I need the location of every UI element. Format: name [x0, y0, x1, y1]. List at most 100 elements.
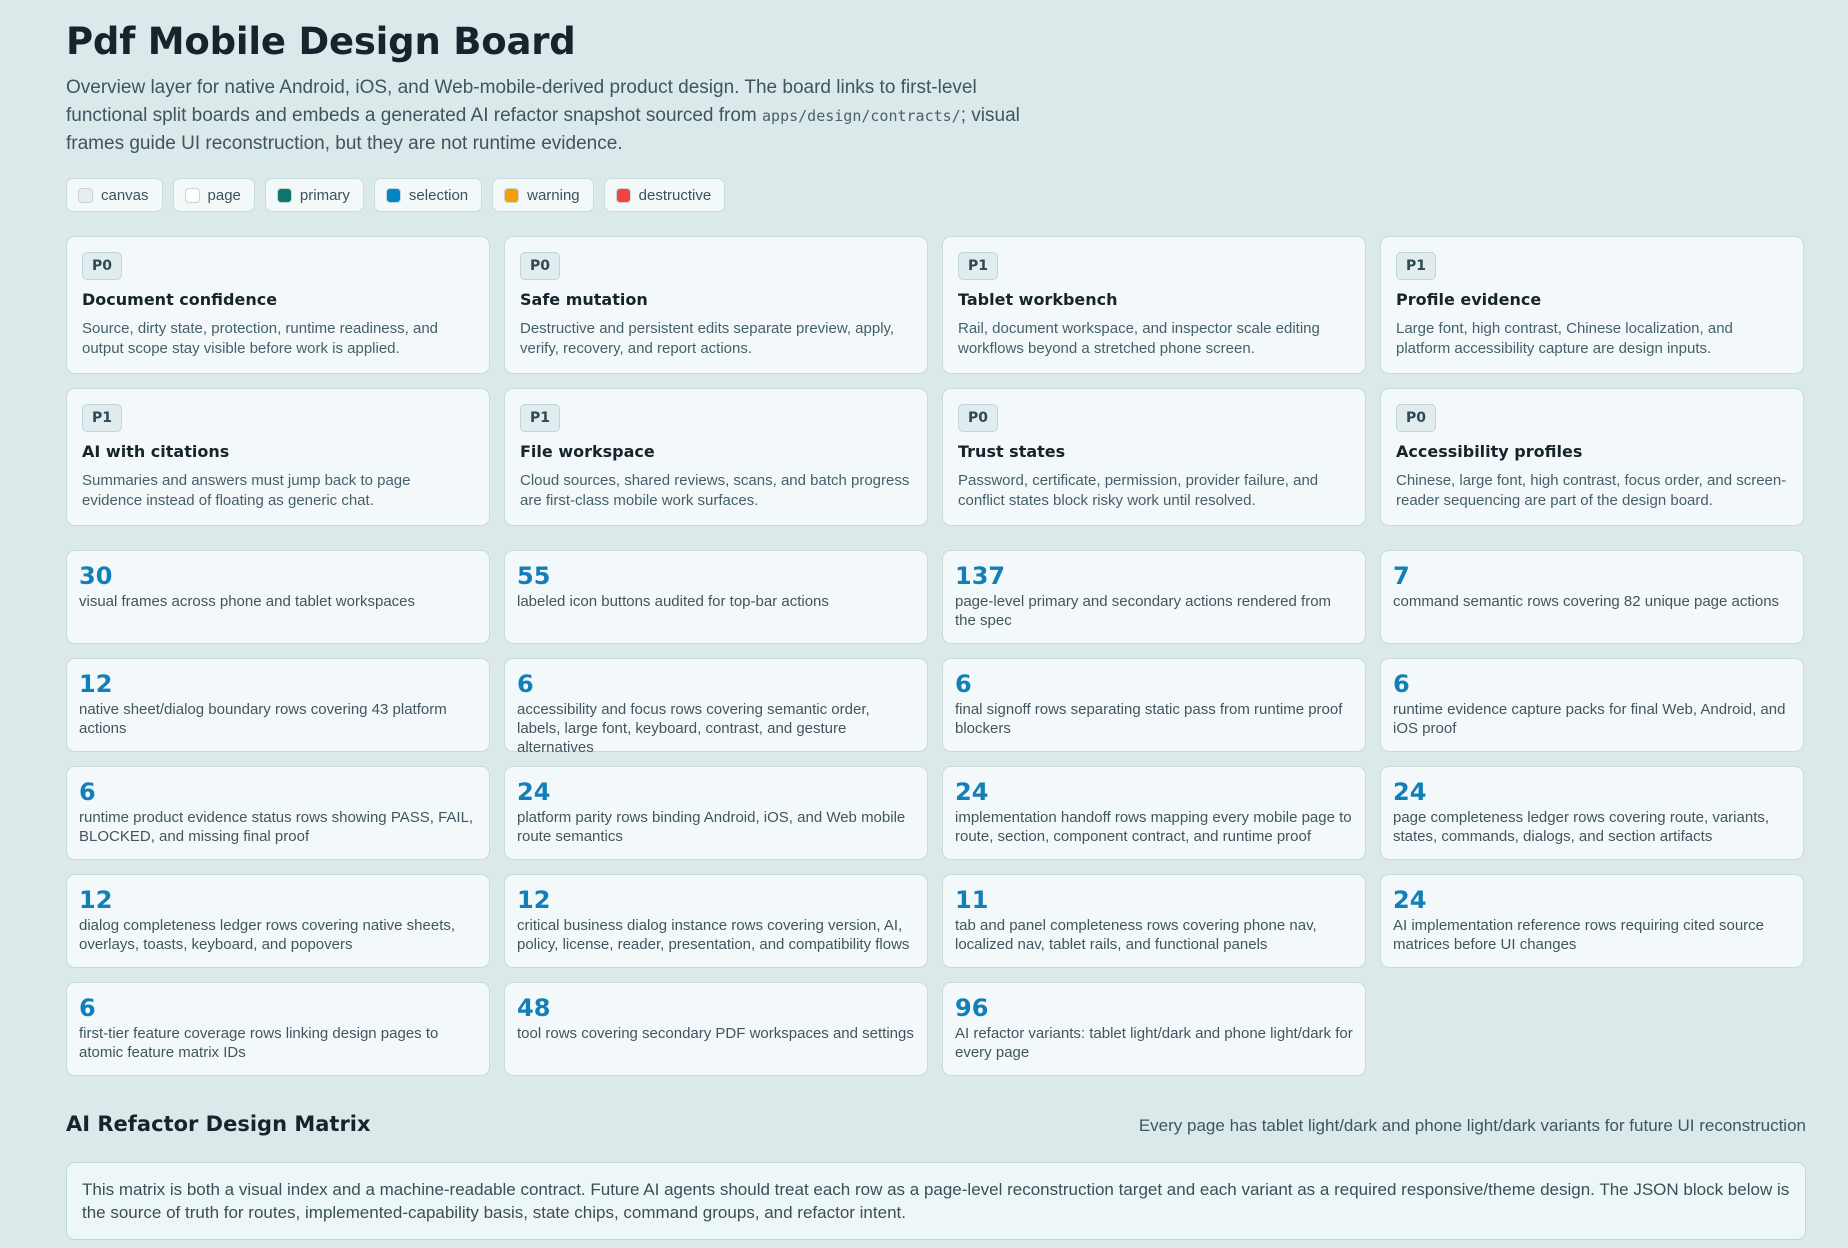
metric-description: platform parity rows binding Android, iO…	[517, 809, 906, 845]
legend-swatch	[78, 187, 93, 203]
priority-badge: P0	[1396, 404, 1437, 432]
feature-title: AI with citations	[82, 442, 230, 461]
metric-value: 30	[79, 562, 113, 590]
metric-value: 24	[1393, 886, 1427, 914]
matrix-subtitle: Every page has tablet light/dark and pho…	[1138, 1116, 1806, 1135]
metric-value: 6	[955, 670, 972, 698]
metric-value: 55	[517, 562, 551, 590]
contracts-path: apps/design/contracts/	[762, 107, 961, 125]
legend-label: destructive	[638, 186, 712, 204]
feature-title: Accessibility profiles	[1396, 442, 1583, 461]
metric-description: dialog completeness ledger rows covering…	[79, 917, 456, 953]
metric-card: 6 first-tier feature coverage rows linkin…	[66, 982, 490, 1076]
legend-chip-primary: primary	[264, 178, 364, 212]
intro-text-end: ; visual frames guide UI reconstruction,…	[66, 105, 1020, 154]
feature-card: P1 AI with citations Summaries and answers…	[66, 388, 490, 526]
metric-card: 7 command semantic rows covering 82 uniqu…	[1380, 550, 1804, 644]
feature-title: Tablet workbench	[958, 290, 1118, 309]
metric-card: 6 final signoff rows separating static pa…	[942, 658, 1366, 752]
priority-badge: P1	[958, 252, 999, 280]
legend-chip-canvas: canvas	[66, 178, 163, 212]
feature-title: Safe mutation	[520, 290, 648, 309]
metric-description: labeled icon buttons audited for top-bar…	[517, 593, 829, 610]
metric-description: page-level primary and secondary actions…	[955, 593, 1332, 629]
feature-title: Document confidence	[82, 290, 278, 309]
metric-card: 137 page-level primary and secondary acti…	[942, 550, 1366, 644]
matrix-title: AI Refactor Design Matrix	[66, 1112, 371, 1136]
priority-badge: P1	[82, 404, 123, 432]
metric-value: 7	[1393, 562, 1410, 590]
legend-swatch	[615, 187, 631, 203]
feature-description: Destructive and persistent edits separat…	[520, 320, 895, 357]
feature-description: Chinese, large font, high contrast, focu…	[1396, 472, 1787, 509]
legend-chip-selection: selection	[373, 178, 483, 212]
color-legend: canvas page primary selection warning destruc…	[66, 178, 1806, 212]
metric-card: 6 runtime evidence capture packs for fina…	[1380, 658, 1804, 752]
feature-title: File workspace	[520, 442, 655, 461]
metric-card: 12 native sheet/dialog boundary rows cove…	[66, 658, 490, 752]
metric-description: native sheet/dialog boundary rows coveri…	[79, 701, 447, 737]
metric-card: 11 tab and panel completeness rows coveri…	[942, 874, 1366, 968]
metric-description: accessibility and focus rows covering se…	[517, 701, 870, 756]
priority-badge: P1	[1396, 252, 1437, 280]
metric-description: tab and panel completeness rows covering…	[955, 917, 1317, 953]
feature-grid: P0 Document confidence Source, dirty state…	[66, 236, 1806, 540]
legend-label: primary	[299, 186, 350, 204]
page-title: Pdf Mobile Design Board	[66, 20, 576, 63]
metric-card: 48 tool rows covering secondary PDF works…	[504, 982, 928, 1076]
priority-badge: P0	[958, 404, 999, 432]
legend-label: canvas	[101, 186, 149, 204]
metric-card: 12 critical business dialog instance rows…	[504, 874, 928, 968]
feature-description: Cloud sources, shared reviews, scans, an…	[520, 472, 910, 509]
legend-swatch	[184, 187, 200, 203]
legend-label: page	[207, 186, 241, 204]
legend-swatch	[385, 187, 401, 203]
metric-value: 24	[517, 778, 551, 806]
metric-value: 6	[517, 670, 534, 698]
metric-description: AI implementation reference rows requiri…	[1393, 917, 1765, 953]
metric-description: visual frames across phone and tablet wo…	[79, 593, 416, 610]
metric-value: 12	[517, 886, 551, 914]
legend-label: warning	[527, 186, 580, 204]
metric-card: 24 page completeness ledger rows covering…	[1380, 766, 1804, 860]
metric-description: first-tier feature coverage rows linking…	[79, 1025, 439, 1061]
metric-card: 12 dialog completeness ledger rows coveri…	[66, 874, 490, 968]
metric-value: 12	[79, 670, 113, 698]
metric-description: runtime evidence capture packs for final…	[1393, 701, 1786, 737]
metric-value: 96	[955, 994, 989, 1022]
metric-card: 24 platform parity rows binding Android, …	[504, 766, 928, 860]
metric-value: 24	[955, 778, 989, 806]
metric-description: critical business dialog instance rows c…	[517, 917, 910, 953]
metric-card: 6 accessibility and focus rows covering s…	[504, 658, 928, 756]
metric-value: 137	[955, 562, 1006, 590]
feature-description: Summaries and answers must jump back to …	[82, 472, 411, 509]
metric-description: command semantic rows covering 82 unique…	[1393, 593, 1780, 610]
legend-chip-warning: warning	[492, 178, 594, 212]
priority-badge: P0	[520, 252, 561, 280]
feature-title: Profile evidence	[1396, 290, 1542, 309]
feature-card: P0 Document confidence Source, dirty state…	[66, 236, 490, 374]
metrics-grid: 30 visual frames across phone and tablet …	[66, 550, 1806, 1076]
feature-card: P1 Profile evidence Large font, high contr…	[1380, 236, 1804, 374]
matrix-description: This matrix is both a visual index and a…	[66, 1162, 1806, 1240]
intro-text-start: Overview layer for native Android, iOS, …	[66, 77, 977, 126]
metric-value: 6	[1393, 670, 1410, 698]
metric-description: runtime product evidence status rows sho…	[79, 809, 474, 845]
legend-chip-page: page	[172, 178, 255, 212]
priority-badge: P1	[520, 404, 561, 432]
metric-value: 6	[79, 994, 96, 1022]
feature-description: Password, certificate, permission, provi…	[958, 472, 1319, 509]
legend-swatch	[276, 187, 292, 203]
metric-card: 6 runtime product evidence status rows sh…	[66, 766, 490, 860]
metric-card: 55 labeled icon buttons audited for top-b…	[504, 550, 928, 644]
legend-swatch	[504, 187, 520, 203]
feature-card: P1 File workspace Cloud sources, shared re…	[504, 388, 928, 526]
metric-value: 11	[955, 886, 989, 914]
metric-value: 48	[517, 994, 551, 1022]
feature-card: P1 Tablet workbench Rail, document workspa…	[942, 236, 1366, 374]
intro-text: Overview layer for native Android, iOS, …	[66, 74, 1046, 158]
metric-card: 24 implementation handoff rows mapping ev…	[942, 766, 1366, 860]
metric-card: 30 visual frames across phone and tablet …	[66, 550, 490, 644]
feature-description: Source, dirty state, protection, runtime…	[82, 320, 439, 357]
priority-badge: P0	[82, 252, 123, 280]
